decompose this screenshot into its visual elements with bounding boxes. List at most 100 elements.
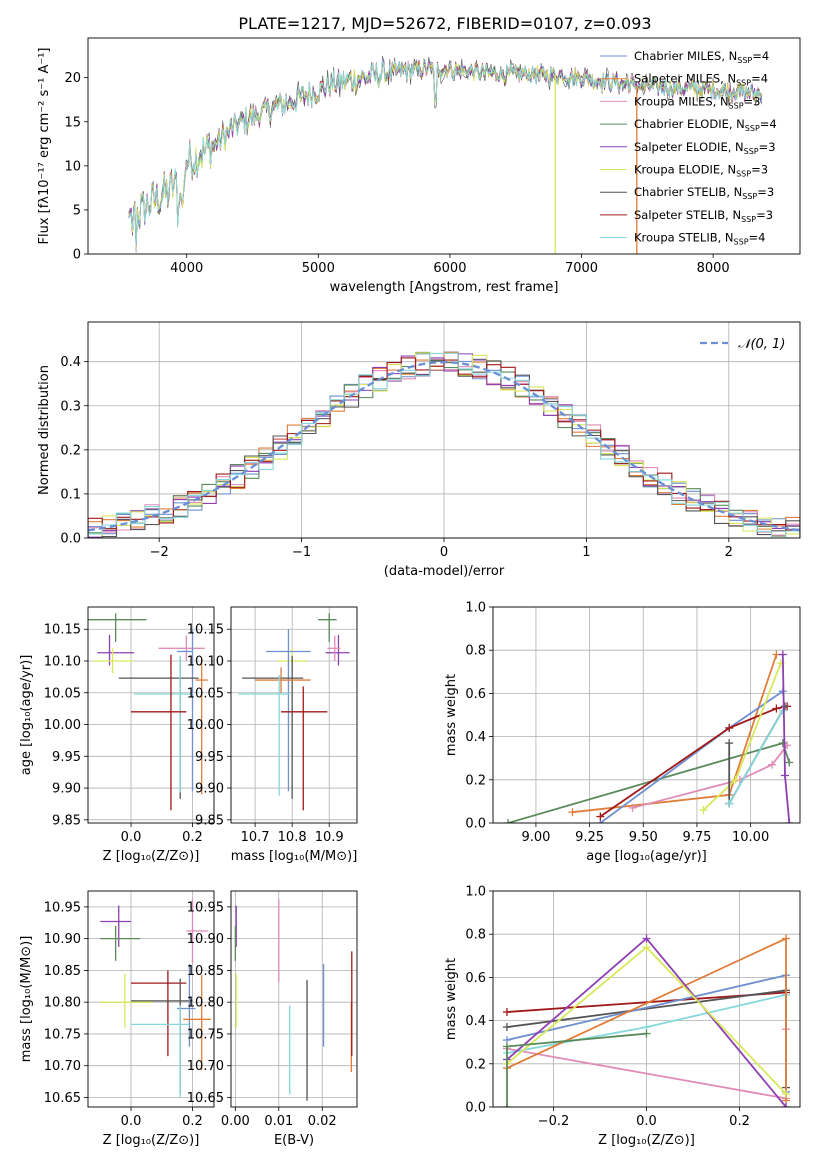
legend-entry: Salpeter MILES, NSSP=4 [634,72,768,88]
x-tick-label: −0.2 [538,1114,570,1129]
x-tick-label: 9.50 [629,830,658,845]
figure-title: PLATE=1217, MJD=52672, FIBERID=0107, z=0… [238,14,651,33]
legend-entry: Kroupa ELODIE, NSSP=3 [634,163,768,179]
y-tick-label: 10.70 [187,1059,224,1074]
x-tick-label: 4000 [170,261,203,276]
x-tick-label: −1 [292,545,311,560]
legend-tail: =3 [759,140,776,154]
x-tick-label: 0.2 [182,1114,203,1129]
axes-frame [87,321,801,539]
x-tick-label: 9.00 [521,830,550,845]
axes-mass_vs_ebv: 0.00 0.01 0.02 10.65 10.70 10.75 10.80 10.85 10.… [187,890,358,1148]
y-tick-label: 10.65 [187,1091,224,1106]
errorbar-point [134,655,193,793]
y-tick-label: 10.05 [187,686,224,701]
legend-tail: =4 [752,49,769,63]
legend-entry: Kroupa STELIB, NSSP=4 [634,231,765,247]
weight-line [781,654,791,823]
axes-frame [492,890,801,1108]
errorbar-point [177,629,194,792]
y-tick-label: 0.2 [60,443,81,458]
y-axis-label: mass [log₁₀(M/M⊙)] [19,936,34,1063]
y-tick-label: 15 [64,115,81,130]
errorbar-point [325,634,350,666]
axes-age_vs_Z: 0.0 0.2 9.85 9.90 9.95 10.00 10.05 10.10 10.15 Z … [19,606,215,864]
x-tick-label: 0.2 [729,1114,750,1129]
x-tick-label: 10.9 [315,830,344,845]
axes-frame [87,37,801,255]
legend-tail: =4 [751,72,768,86]
errorbar-point [88,613,147,642]
y-axis-label: mass weight [444,674,459,756]
errorbar-point [242,655,304,799]
x-axis-label: wavelength [Angstrom, rest frame] [330,280,559,295]
y-tick-label: 10.95 [44,900,81,915]
weight-series-salpeter-elodie [778,650,794,823]
y-tick-label: 0.2 [465,773,486,788]
plot-area [231,891,357,1107]
errorbar-point [94,648,135,674]
errorbar-point [100,925,141,961]
histogram-kroupa-stelib [88,352,800,538]
x-axis-label: Z [log₁₀(Z/Z⊙)] [103,1133,200,1148]
legend-entry: Kroupa MILES, NSSP=3 [634,94,760,110]
x-axis-label: age [log₁₀(age/yr)] [586,849,707,864]
y-tick-label: 0.0 [465,1101,486,1116]
axes-frame [230,606,358,824]
axes-frame [230,890,358,1108]
y-tick-label: 10.95 [187,900,224,915]
x-tick-label: 7000 [565,261,598,276]
weight-series-kroupa-stelib [725,706,787,808]
y-tick-label: 10.10 [44,655,81,670]
errorbar-point [281,686,328,811]
y-tick-label: 0.0 [465,817,486,832]
y-tick-label: 10.15 [44,623,81,638]
axes-mass_vs_Z: 0.0 0.2 10.65 10.70 10.75 10.80 10.85 10.90 10.9… [19,890,215,1148]
y-tick-label: 0.6 [465,687,486,702]
y-tick-label: 10.90 [187,932,224,947]
y-tick-label: 0.3 [60,399,81,414]
weight-series-salpeter-miles [568,650,781,817]
x-tick-label: 0 [440,545,448,560]
x-tick-label: 1 [582,545,590,560]
y-tick-label: 10.85 [187,964,224,979]
plot-area [493,606,800,824]
x-axis-label: E(B-V) [274,1133,314,1148]
errorbar-point [238,674,291,796]
errorbar-point [131,970,187,1057]
legend: Chabrier MILES, NSSP=4 Salpeter MILES, NS… [600,49,777,247]
weight-line [572,654,778,814]
legend-subscript: SSP [745,124,760,133]
y-tick-label: 0.6 [465,971,486,986]
legend-entry: Chabrier ELODIE, NSSP=4 [634,117,777,133]
y-tick-label: 10.65 [44,1091,81,1106]
errorbar-point [131,1005,190,1098]
plot-area [87,322,801,539]
legend-entry: Salpeter STELIB, NSSP=3 [634,208,773,224]
axes-weight_vs_Z: −0.2 0.0 0.2 0.0 0.2 0.4 0.6 0.8 1.0 Z [log₁₀(Z/Z… [444,885,801,1148]
legend-tail: =3 [756,208,773,222]
y-tick-label: 10.05 [44,686,81,701]
axes-frame [492,606,801,824]
y-tick-label: 9.95 [52,750,81,765]
y-tick-label: 5 [73,203,81,218]
x-tick-label: 0.2 [182,830,203,845]
errorbar-point [131,978,193,1095]
axes-frame [87,890,215,1108]
y-tick-label: 1.0 [465,885,486,900]
x-tick-label: 0.0 [121,1114,142,1129]
y-tick-label: 20 [64,71,81,86]
y-tick-label: 10.80 [44,996,81,1011]
y-tick-label: 0.4 [465,730,486,745]
errorbar-point [327,635,341,661]
plot-area [128,55,763,254]
weight-series-salpeter-stelib [596,702,792,821]
errorbar-point [318,613,337,642]
weight-line [632,744,788,809]
y-tick-label: 10.75 [187,1027,224,1042]
axes-age_vs_mass: 10.7 10.8 10.9 9.85 9.90 9.95 10.00 10.05 10.10 1… [187,606,358,864]
errorbar-point [100,905,132,947]
x-tick-label: 0.00 [221,1114,250,1129]
legend-subscript: SSP [734,238,749,247]
errorbar-point [186,899,208,963]
